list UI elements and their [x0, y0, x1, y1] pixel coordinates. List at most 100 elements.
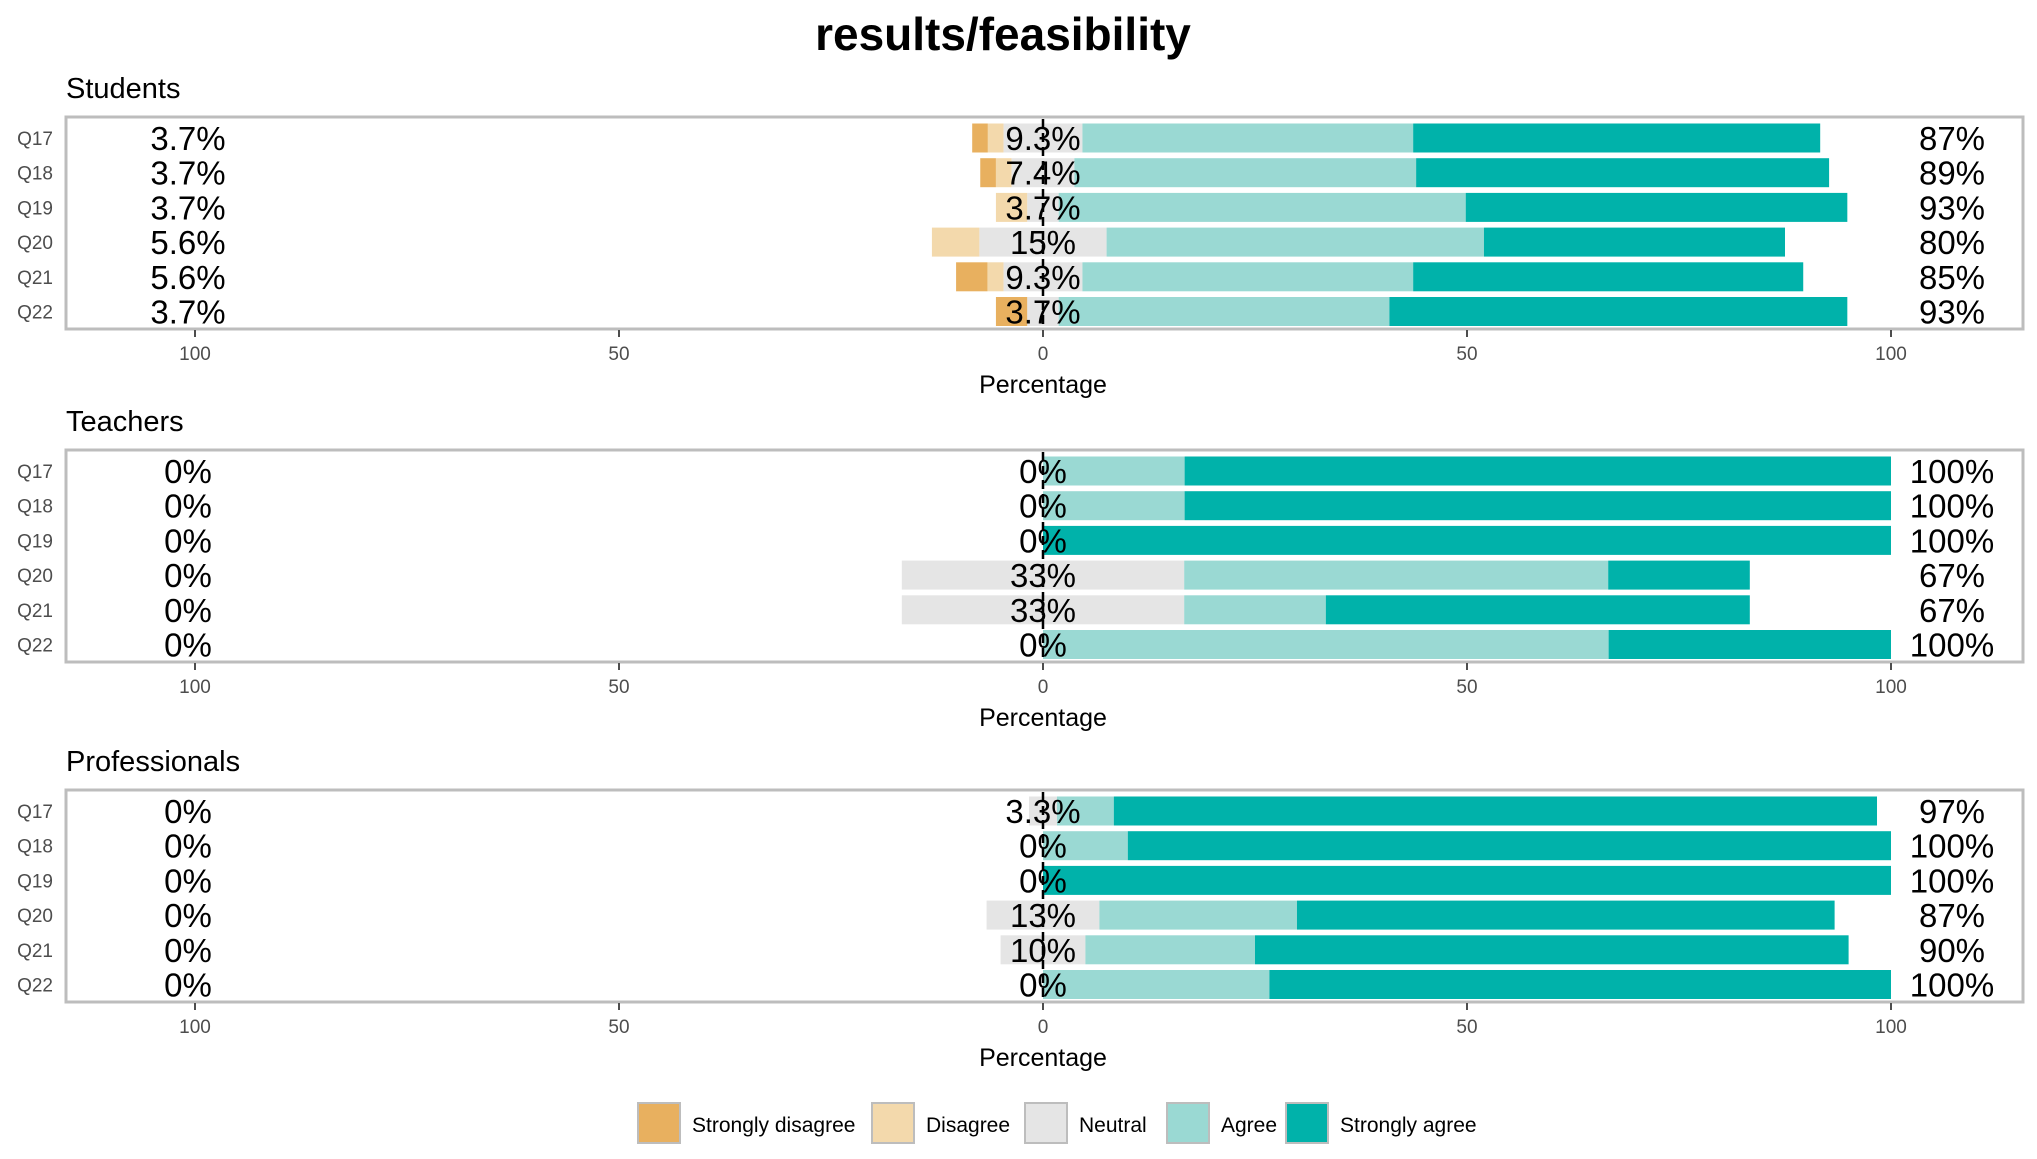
- low-pct-label: 0%: [164, 592, 212, 629]
- high-pct-label: 93%: [1919, 189, 1985, 226]
- y-tick-label: Q18: [17, 497, 53, 518]
- x-tick-label: 50: [608, 344, 629, 365]
- bar-students-q18-agree: [1074, 158, 1417, 188]
- bar-students-q18-strongly-agree: [1416, 158, 1830, 188]
- bar-students-q18-disagree: [995, 158, 1012, 188]
- bar-professionals-q17-strongly-agree: [1113, 796, 1878, 826]
- y-tick-label: Q17: [17, 802, 53, 823]
- legend-label-agree: Agree: [1221, 1114, 1277, 1137]
- low-pct-label: 3.7%: [150, 155, 225, 192]
- low-pct-label: 0%: [164, 828, 212, 865]
- bar-students-q21-disagree: [987, 262, 1004, 292]
- low-pct-label: 3.7%: [150, 294, 225, 331]
- bar-teachers-q17-strongly-agree: [1184, 456, 1891, 486]
- x-tick-label: 0: [1038, 677, 1049, 698]
- low-pct-label: 3.7%: [150, 189, 225, 226]
- bar-professionals-q17-agree: [1056, 796, 1114, 826]
- bar-students-q22-strongly-agree: [1389, 297, 1848, 326]
- y-tick-label: Q19: [17, 871, 53, 892]
- x-tick-label: 100: [179, 344, 211, 365]
- high-pct-label: 89%: [1919, 155, 1985, 192]
- bar-students-q22-strongly-disagree: [995, 297, 1028, 326]
- low-pct-label: 5.6%: [150, 224, 225, 261]
- chart-legend: Strongly disagree Disagree Neutral Agree Str…: [637, 1102, 1477, 1144]
- legend-label-strongly-disagree: Strongly disagree: [692, 1114, 855, 1137]
- neutral-pct-label: 0%: [1019, 488, 1067, 525]
- high-pct-label: 87%: [1919, 120, 1985, 157]
- low-pct-label: 0%: [164, 557, 212, 594]
- legend-item-disagree: Disagree: [871, 1102, 1010, 1144]
- neutral-pct-label: 33%: [1010, 557, 1076, 594]
- neutral-pct-label: 0%: [1019, 967, 1067, 1004]
- neutral-pct-label: 0%: [1019, 627, 1067, 664]
- legend-swatch-disagree: [871, 1102, 915, 1144]
- bar-teachers-q18-agree: [1043, 491, 1185, 521]
- bar-students-q17-agree: [1082, 123, 1414, 153]
- bar-students-q17-strongly-disagree: [972, 123, 988, 153]
- panel-title-students: Students: [66, 73, 180, 105]
- y-tick-label: Q21: [17, 268, 53, 289]
- y-tick-label: Q17: [17, 129, 53, 150]
- bar-students-q17-disagree: [987, 123, 1004, 153]
- y-tick-label: Q22: [17, 303, 53, 324]
- bar-teachers-q19-strongly-agree: [1043, 525, 1891, 555]
- legend-item-strongly-agree: Strongly agree: [1285, 1102, 1477, 1144]
- x-tick-label: 50: [608, 677, 629, 698]
- bar-students-q21-agree: [1082, 262, 1414, 292]
- bar-professionals-q18-strongly-agree: [1127, 831, 1891, 861]
- x-tick-label: 100: [1875, 677, 1907, 698]
- low-pct-label: 0%: [164, 862, 212, 899]
- high-pct-label: 85%: [1919, 259, 1985, 296]
- high-pct-label: 97%: [1919, 793, 1985, 830]
- bar-professionals-q20-strongly-agree: [1296, 900, 1835, 930]
- y-tick-label: Q21: [17, 601, 53, 622]
- y-tick-label: Q18: [17, 164, 53, 185]
- x-axis-label: Percentage: [979, 704, 1107, 732]
- low-pct-label: 0%: [164, 932, 212, 969]
- high-pct-label: 67%: [1919, 592, 1985, 629]
- high-pct-label: 100%: [1910, 488, 1994, 525]
- legend-label-neutral: Neutral: [1079, 1114, 1147, 1137]
- x-tick-label: 50: [1456, 1017, 1477, 1038]
- low-pct-label: 0%: [164, 967, 212, 1004]
- high-pct-label: 93%: [1919, 294, 1985, 331]
- y-tick-label: Q20: [17, 906, 53, 927]
- high-pct-label: 100%: [1910, 967, 1994, 1004]
- x-tick-label: 0: [1038, 344, 1049, 365]
- y-tick-label: Q22: [17, 976, 53, 997]
- bar-professionals-q22-strongly-agree: [1269, 970, 1891, 999]
- x-axis-label: Percentage: [979, 371, 1107, 399]
- bar-professionals-q18-agree: [1043, 831, 1128, 861]
- bar-teachers-q21-agree: [1184, 595, 1326, 625]
- bar-professionals-q21-strongly-agree: [1255, 935, 1849, 965]
- legend-item-strongly-disagree: Strongly disagree: [637, 1102, 855, 1144]
- low-pct-label: 3.7%: [150, 120, 225, 157]
- high-pct-label: 87%: [1919, 897, 1985, 934]
- bar-teachers-q20-agree: [1184, 560, 1609, 590]
- bar-professionals-q20-agree: [1099, 900, 1297, 930]
- y-tick-label: Q19: [17, 531, 53, 552]
- legend-swatch-strongly-disagree: [637, 1102, 681, 1144]
- low-pct-label: 0%: [164, 897, 212, 934]
- bar-students-q19-agree: [1058, 192, 1466, 222]
- panel-title-professionals: Professionals: [66, 746, 240, 778]
- bar-teachers-q18-strongly-agree: [1184, 491, 1891, 521]
- y-tick-label: Q19: [17, 198, 53, 219]
- legend-label-disagree: Disagree: [926, 1114, 1010, 1137]
- x-tick-label: 50: [1456, 344, 1477, 365]
- x-tick-label: 100: [179, 677, 211, 698]
- high-pct-label: 80%: [1919, 224, 1985, 261]
- panel-title-teachers: Teachers: [66, 406, 184, 438]
- low-pct-label: 0%: [164, 488, 212, 525]
- bar-students-q20-agree: [1106, 227, 1484, 257]
- bar-students-q21-strongly-agree: [1413, 262, 1804, 292]
- high-pct-label: 100%: [1910, 453, 1994, 490]
- x-tick-label: 0: [1038, 1017, 1049, 1038]
- y-tick-label: Q17: [17, 462, 53, 483]
- neutral-pct-label: 3.7%: [1005, 294, 1080, 331]
- y-tick-label: Q20: [17, 233, 53, 254]
- y-tick-label: Q20: [17, 566, 53, 587]
- high-pct-label: 100%: [1910, 862, 1994, 899]
